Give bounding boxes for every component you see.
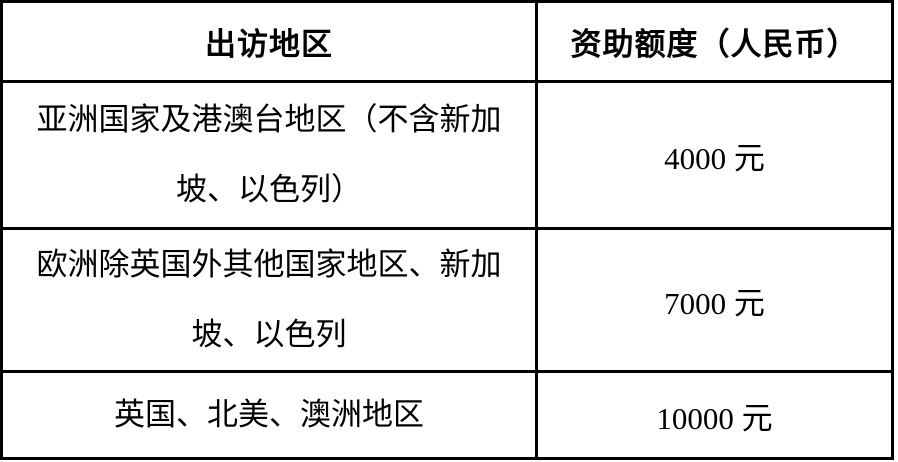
- region-cell-uk-na-au: 英国、北美、澳洲地区: [0, 370, 538, 460]
- amount-cell-asia: 4000 元: [535, 80, 894, 230]
- table-header-row: 出访地区 资助额度（人民币）: [0, 0, 894, 83]
- region-text-line: 坡、以色列）: [176, 172, 362, 207]
- header-cell-amount: 资助额度（人民币）: [535, 0, 894, 83]
- table-row: 英国、北美、澳洲地区 10000 元: [0, 370, 894, 460]
- table-row: 亚洲国家及港澳台地区（不含新加 坡、以色列） 4000 元: [0, 80, 894, 230]
- region-text-line: 欧洲除英国外其他国家地区、新加: [36, 247, 502, 282]
- region-text-line: 亚洲国家及港澳台地区（不含新加: [36, 102, 502, 137]
- header-cell-region: 出访地区: [0, 0, 538, 83]
- amount-cell-europe: 7000 元: [535, 227, 894, 373]
- amount-cell-uk-na-au: 10000 元: [535, 370, 894, 460]
- region-text-line: 英国、北美、澳洲地区: [114, 397, 424, 432]
- region-cell-europe: 欧洲除英国外其他国家地区、新加 坡、以色列: [0, 227, 538, 373]
- table-row: 欧洲除英国外其他国家地区、新加 坡、以色列 7000 元: [0, 227, 894, 373]
- region-cell-asia: 亚洲国家及港澳台地区（不含新加 坡、以色列）: [0, 80, 538, 230]
- region-text-line: 坡、以色列: [191, 317, 347, 352]
